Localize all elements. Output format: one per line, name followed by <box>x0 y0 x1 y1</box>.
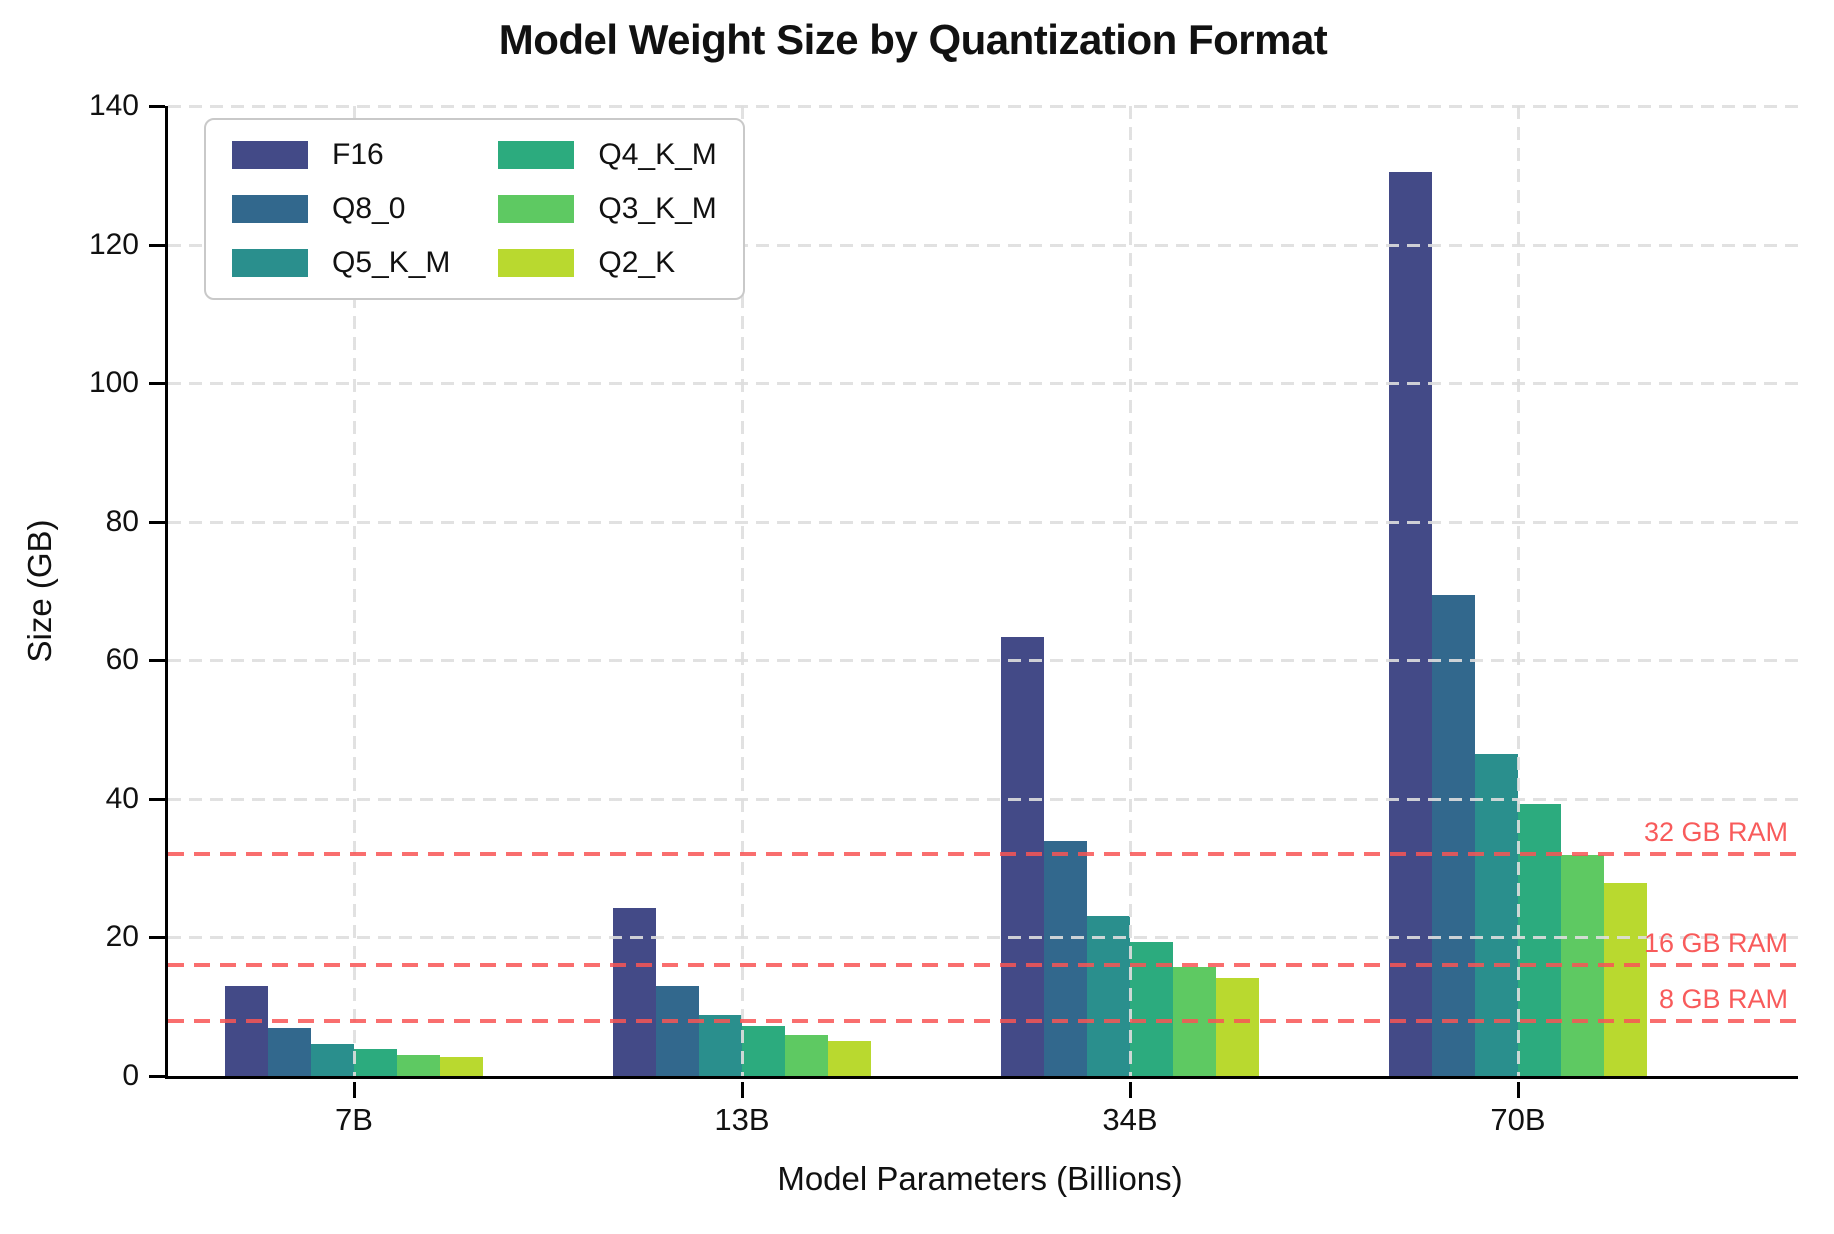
ram-lines-layer: 8 GB RAM 16 GB RAM 32 GB RAM <box>168 106 1798 1076</box>
legend-item-Q8_0: Q8_0 <box>232 192 450 226</box>
gridline-layer <box>168 105 1798 1076</box>
h-gridline-100 <box>168 382 1798 386</box>
x-tick-70B <box>1517 1082 1520 1098</box>
chart-title: Model Weight Size by Quantization Format <box>498 16 1328 63</box>
bar-F16-7B <box>225 985 268 1076</box>
legend-item-Q2_K: Q2_K <box>498 246 716 280</box>
legend-swatch-Q4_K_M <box>498 141 575 169</box>
ram-label-32gb: 32 GB RAM <box>1643 817 1788 848</box>
bar-F16-13B <box>613 908 656 1076</box>
h-gridline-40 <box>168 797 1798 801</box>
x-tick-label-70B: 70B <box>1490 1102 1546 1137</box>
bar-Q5_K_M-7B <box>311 1044 354 1076</box>
bar-Q5_K_M-13B <box>699 1015 742 1076</box>
y-tick-80 <box>149 520 165 524</box>
bar-Q4_K_M-7B <box>354 1048 397 1076</box>
v-gridline-34B <box>1129 106 1132 1076</box>
x-axis-title: Model Parameters (Billions) <box>777 1160 1183 1197</box>
legend-swatch-F16 <box>232 141 308 169</box>
y-tick-100 <box>149 382 165 386</box>
bar-Q3_K_M-7B <box>397 1054 440 1076</box>
legend-swatch-Q2_K <box>498 249 575 277</box>
y-axis-title: Size (GB) <box>21 519 58 663</box>
h-gridline-60 <box>168 659 1798 663</box>
legend-label-F16: F16 <box>332 138 384 171</box>
y-tick-120 <box>149 243 165 247</box>
legend-swatch-Q8_0 <box>232 195 308 223</box>
legend-swatch-Q3_K_M <box>498 195 575 223</box>
bar-Q4_K_M-13B <box>742 1026 785 1076</box>
x-tick-label-7B: 7B <box>335 1102 373 1137</box>
y-tick-20 <box>149 936 165 940</box>
bar-F16-70B <box>1389 171 1432 1076</box>
y-tick-label-20: 20 <box>105 920 139 954</box>
legend-swatch-Q5_K_M <box>232 249 308 277</box>
legend-label-Q3_K_M: Q3_K_M <box>598 192 717 225</box>
legend-item-Q5_K_M: Q5_K_M <box>232 246 450 280</box>
legend-label-Q4_K_M: Q4_K_M <box>598 138 717 171</box>
legend-label-Q5_K_M: Q5_K_M <box>332 246 451 279</box>
ram-label-8gb: 8 GB RAM <box>1658 983 1788 1014</box>
ram-label-16gb: 16 GB RAM <box>1643 928 1788 959</box>
h-gridline-120 <box>168 243 1798 247</box>
y-tick-label-100: 100 <box>88 366 139 400</box>
bar-F16-34B <box>1001 636 1044 1076</box>
v-gridline-70B <box>1517 106 1520 1076</box>
bar-Q2_K-34B <box>1216 977 1259 1076</box>
h-gridline-80 <box>168 520 1798 524</box>
x-tick-7B <box>353 1082 356 1098</box>
y-tick-label-80: 80 <box>105 504 139 538</box>
bar-Q8_0-13B <box>656 985 699 1076</box>
bar-Q2_K-70B <box>1604 883 1647 1076</box>
plot-area: 8 GB RAM 16 GB RAM 32 GB RAM 0 20 40 60 80 100 1… <box>89 91 1798 1138</box>
y-tick-label-0: 0 <box>122 1059 139 1092</box>
x-tick-label-13B: 13B <box>714 1102 770 1137</box>
x-tick-13B <box>741 1082 744 1098</box>
legend-item-Q3_K_M: Q3_K_M <box>498 192 717 226</box>
bar-Q2_K-13B <box>828 1040 871 1076</box>
y-tick-40 <box>149 797 165 801</box>
bar-Q8_0-70B <box>1432 595 1475 1076</box>
v-gridline-13B <box>741 106 744 1076</box>
x-tick-label-34B: 34B <box>1102 1102 1158 1137</box>
bar-Q3_K_M-13B <box>785 1035 828 1076</box>
ram-line-16gb <box>168 963 1798 968</box>
ram-line-8gb <box>168 1018 1798 1023</box>
legend-item-F16: F16 <box>232 138 450 172</box>
bar-Q5_K_M-34B <box>1087 915 1130 1076</box>
ticks-layer: 0 20 40 60 80 100 120 140 7B 13B 34B 70B <box>89 91 1798 1138</box>
x-tick-34B <box>1129 1082 1132 1098</box>
y-tick-label-120: 120 <box>88 227 139 261</box>
legend-item-Q4_K_M: Q4_K_M <box>498 138 717 172</box>
bar-Q8_0-34B <box>1044 841 1087 1076</box>
y-tick-140 <box>149 105 165 108</box>
y-tick-label-60: 60 <box>105 643 139 677</box>
ram-line-32gb <box>168 852 1798 857</box>
y-tick-label-140: 140 <box>88 89 139 122</box>
legend-label-Q8_0: Q8_0 <box>332 192 406 225</box>
v-gridline-7B <box>353 106 356 1076</box>
legend: F16 Q8_0 Q5_K_M Q4_K_M Q3_K_M Q2_K <box>204 118 745 300</box>
y-tick-60 <box>149 659 165 663</box>
bar-Q4_K_M-70B <box>1518 803 1561 1076</box>
y-tick-0 <box>149 1075 165 1078</box>
y-tick-label-40: 40 <box>105 781 139 815</box>
bar-Q2_K-7B <box>440 1057 483 1076</box>
h-gridline-20 <box>168 936 1798 940</box>
h-gridline-140 <box>168 105 1798 108</box>
bar-Q8_0-7B <box>268 1028 311 1076</box>
legend-label-Q2_K: Q2_K <box>598 246 676 279</box>
